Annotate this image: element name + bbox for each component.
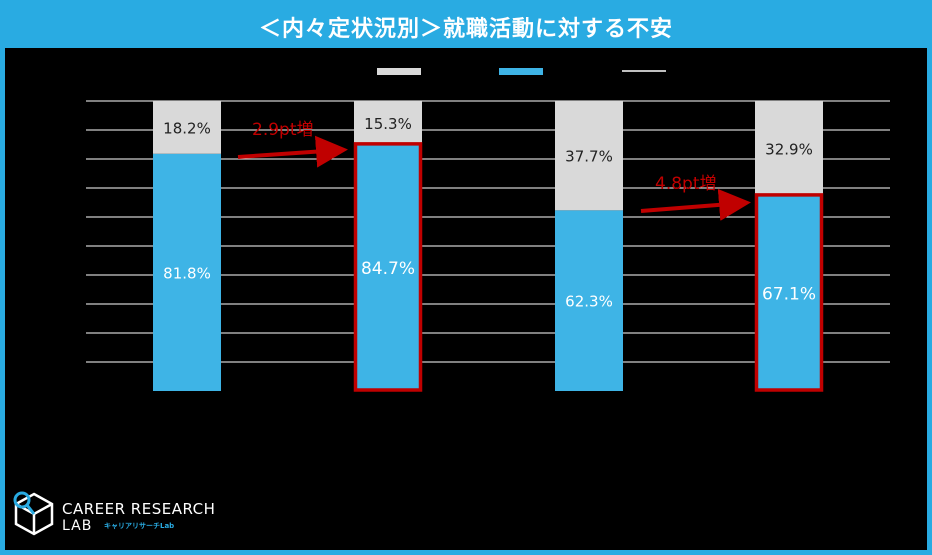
chart-title: ＜内々定状況別＞就職活動に対する不安 bbox=[5, 5, 927, 48]
increase-annotation: 2.9pt増 bbox=[252, 120, 314, 140]
logo-line2: LAB bbox=[62, 518, 93, 534]
logo-subtitle: キャリアリサーチLab bbox=[104, 522, 175, 530]
data-label-blue: 84.7% bbox=[361, 259, 415, 279]
bar-segment-blue bbox=[153, 153, 221, 391]
data-label-gray: 37.7% bbox=[565, 148, 613, 166]
bar-segment-blue bbox=[755, 196, 823, 391]
logo-line1: CAREER RESEARCH bbox=[62, 500, 216, 518]
data-label-gray: 15.3% bbox=[364, 115, 412, 133]
career-research-lab-logo: CAREER RESEARCH LAB キャリアリサーチLab bbox=[12, 490, 222, 542]
increase-arrow bbox=[237, 135, 348, 168]
bar-segment-gray bbox=[755, 101, 823, 197]
data-label-blue: 81.8% bbox=[163, 264, 211, 282]
increase-annotation: 4.8pt増 bbox=[655, 174, 717, 194]
bars: 81.8% 18.2% 84.7% 15.3% 62.3% 37.7% 67.1% 32.9% bbox=[153, 101, 824, 392]
data-label-blue: 67.1% bbox=[762, 285, 816, 305]
legend-swatch-gray bbox=[377, 68, 421, 75]
cube-magnifier-icon bbox=[13, 491, 54, 536]
bar-segment-blue bbox=[555, 210, 623, 391]
bar-segment-blue bbox=[354, 145, 422, 391]
data-label-gray: 18.2% bbox=[163, 119, 211, 137]
annotations: 2.9pt増 4.8pt増 bbox=[237, 120, 751, 221]
bar-highlight-outline bbox=[754, 193, 824, 392]
bar-highlight-outline bbox=[353, 142, 423, 392]
bar-segment-gray bbox=[354, 101, 422, 146]
data-label-blue: 62.3% bbox=[565, 293, 613, 311]
legend bbox=[377, 68, 666, 75]
data-label-gray: 32.9% bbox=[765, 141, 813, 159]
legend-swatch-blue bbox=[499, 68, 543, 75]
bar-segment-gray bbox=[153, 101, 221, 154]
bar-segment-gray bbox=[555, 101, 623, 211]
increase-arrow bbox=[640, 188, 751, 221]
